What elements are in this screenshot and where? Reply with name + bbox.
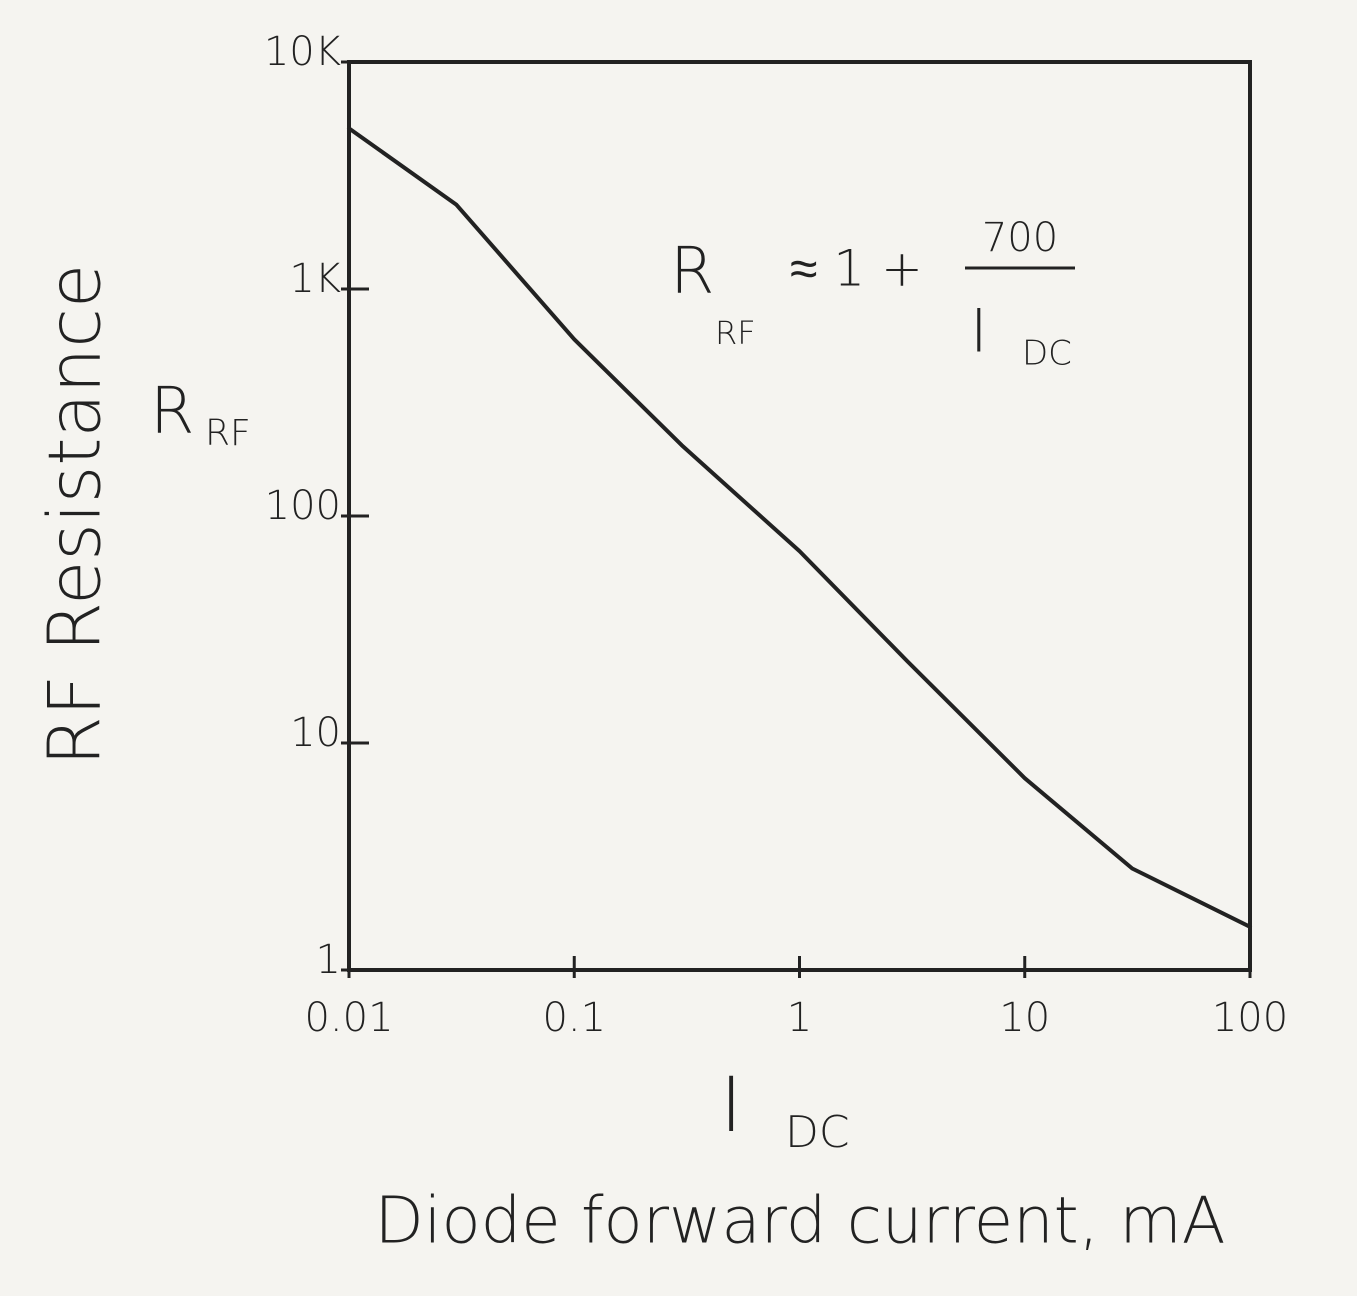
formula-r-sub: RF [715, 314, 756, 352]
y-symbol: R [150, 375, 194, 449]
y-tick-label: 1K [289, 256, 341, 302]
formula-r: R [670, 235, 714, 309]
x-symbol-sub: DC [785, 1107, 850, 1158]
y-tick-label: 1 [316, 937, 341, 983]
x-tick-label: 1 [787, 995, 812, 1041]
x-tick-label: 100 [1212, 995, 1288, 1041]
formula-denominator-sub: DC [1022, 334, 1072, 374]
x-tick-label: 10 [999, 995, 1050, 1041]
x-symbol: I [720, 1060, 742, 1149]
x-tick-label: 0.01 [304, 995, 393, 1041]
y-tick-label: 10 [290, 710, 341, 756]
y-symbol-sub: RF [205, 413, 251, 454]
y-axis-label: RF Resistance [33, 264, 117, 766]
line [347, 126, 1252, 929]
y-tick-label: 100 [265, 483, 341, 529]
y-tick-label: 10K [264, 29, 341, 75]
x-tick-label: 0.1 [542, 995, 606, 1041]
formula-denominator: I [970, 297, 988, 367]
x-axis-label: Diode forward current, mA [374, 1185, 1225, 1259]
formula-middle: ≈ 1 + [790, 240, 923, 298]
formula-numerator: 700 [982, 215, 1058, 261]
